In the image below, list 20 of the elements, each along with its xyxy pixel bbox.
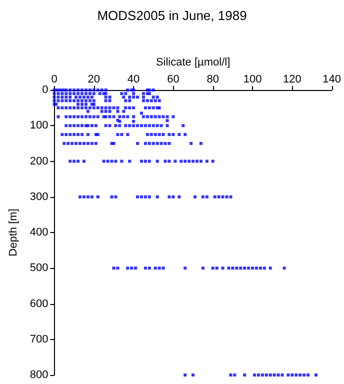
y-tick-label: 400 [30,226,48,238]
x-tick-label: 20 [88,74,100,86]
y-tick-label: 800 [30,369,48,381]
x-tick-label: 140 [322,74,342,86]
x-tick-label: 40 [127,74,140,86]
x-tick-label: 80 [206,74,219,86]
y-tick-label: 700 [30,333,48,346]
x-tick-label: 60 [167,74,180,86]
y-tick-label: 100 [30,120,48,132]
x-axis-title: Silicate [µmol/l] [156,56,230,68]
chart-title: MODS2005 in June, 1989 [97,8,247,23]
x-tick-label: 0 [51,74,58,86]
y-tick-label: 0 [42,84,48,96]
x-tick-label: 120 [282,74,302,86]
y-axis-title: Depth [m] [8,208,20,256]
y-tick-label: 200 [30,155,48,168]
x-tick-label: 100 [243,74,262,86]
y-tick-label: 600 [30,298,48,310]
y-tick-label: 500 [30,262,48,274]
y-tick-label: 300 [30,190,48,203]
